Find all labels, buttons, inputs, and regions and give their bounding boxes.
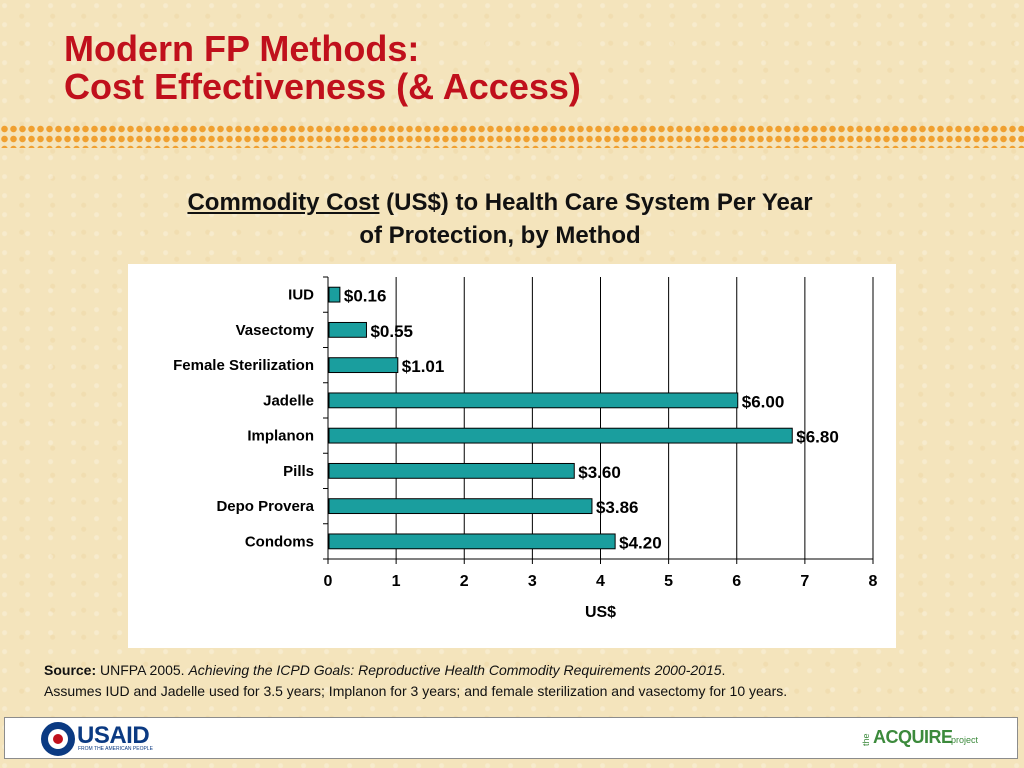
source-line: Source: UNFPA 2005. Achieving the ICPD G… — [44, 660, 1014, 681]
category-label: Female Sterilization — [173, 357, 314, 374]
data-label: $4.20 — [619, 533, 662, 552]
x-tick-label: 3 — [528, 573, 537, 590]
x-tick-label: 6 — [732, 573, 741, 590]
assumption-note: Assumes IUD and Jadelle used for 3.5 yea… — [44, 683, 788, 699]
chart-title-rest: (US$) to Health Care System Per Year — [379, 189, 813, 216]
acquire-the: the — [861, 733, 871, 746]
data-label: $3.86 — [596, 498, 639, 517]
acquire-project: project — [951, 735, 979, 745]
x-tick-label: 8 — [869, 573, 878, 590]
bar — [328, 427, 793, 444]
bar — [328, 357, 399, 374]
x-tick-label: 0 — [324, 573, 333, 590]
chart-title-underlined: Commodity Cost — [187, 189, 380, 216]
x-tick-label: 2 — [460, 573, 469, 590]
x-tick-label: 1 — [392, 573, 401, 590]
bar — [328, 498, 593, 515]
chart-title: Commodity Cost (US$) to Health Care Syst… — [0, 186, 1000, 252]
x-tick-label: 7 — [800, 573, 809, 590]
dotted-divider — [0, 124, 1024, 148]
source-text: UNFPA 2005. — [96, 662, 189, 678]
x-tick-label: 5 — [664, 573, 673, 590]
category-label: Condoms — [245, 533, 314, 550]
data-label: $0.16 — [344, 287, 387, 306]
bar-chart: 0 1 2 3 4 5 6 7 8 IUD $0.16 Vasectomy $0.55 Female St… — [173, 276, 878, 621]
usaid-tagline: FROM THE AMERICAN PEOPLE — [78, 746, 153, 752]
usaid-logo: USAID FROM THE AMERICAN PEOPLE — [41, 722, 161, 756]
category-label: Pills — [283, 463, 314, 480]
bar — [328, 321, 367, 338]
bar — [328, 392, 739, 409]
data-label: $3.60 — [578, 463, 621, 482]
data-label: $6.00 — [742, 392, 785, 411]
category-label: Depo Provera — [216, 498, 314, 515]
source-label: Source: — [44, 662, 97, 678]
slide-title: Modern FP Methods: Cost Effectiveness (&… — [64, 30, 581, 106]
slide-title-line2: Cost Effectiveness (& Access) — [64, 66, 581, 107]
data-label: $0.55 — [370, 322, 413, 341]
category-label: Vasectomy — [236, 322, 315, 339]
category-label: IUD — [288, 287, 314, 304]
chart-panel: 0 1 2 3 4 5 6 7 8 IUD $0.16 Vasectomy $0.55 Female St… — [128, 264, 896, 648]
data-label: $6.80 — [796, 428, 839, 447]
usaid-seal-icon — [41, 722, 75, 756]
source-note: Source: UNFPA 2005. Achieving the ICPD G… — [44, 660, 1014, 702]
x-axis-title: US$ — [585, 604, 616, 621]
usaid-logo-text: USAID — [77, 722, 150, 749]
source-title: Achieving the ICPD Goals: Reproductive H… — [188, 662, 722, 678]
bar — [328, 462, 575, 479]
bar — [328, 286, 341, 303]
bar — [328, 533, 616, 550]
category-label: Jadelle — [263, 392, 314, 409]
acquire-logo: the ACQUIRE project — [861, 724, 981, 754]
slide-title-line1: Modern FP Methods: — [64, 28, 420, 69]
x-tick-label: 4 — [596, 573, 605, 590]
chart-title-line2: of Protection, by Method — [359, 222, 641, 249]
data-label: $1.01 — [402, 357, 445, 376]
category-label: Implanon — [247, 428, 314, 445]
source-end: . — [721, 662, 726, 678]
footer-bar: USAID FROM THE AMERICAN PEOPLE the ACQUI… — [4, 717, 1018, 759]
acquire-word: ACQUIRE — [873, 727, 953, 747]
